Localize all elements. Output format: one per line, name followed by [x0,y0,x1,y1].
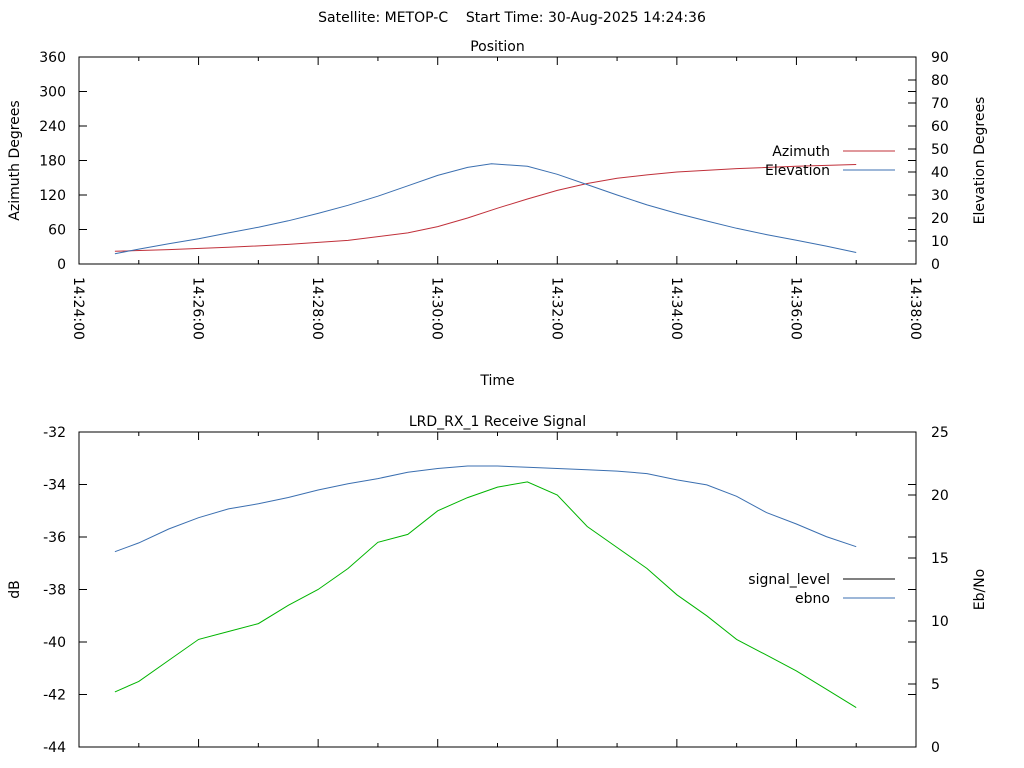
chart-title: Position [470,39,525,55]
y-tick-label: -36 [43,530,66,546]
x-tick-label: 14:36:00 [787,277,803,340]
legend-label: signal_level [748,572,830,588]
y2-tick-label: 20 [931,211,949,227]
y-tick-label: 60 [48,223,66,239]
x-tick-label: 14:32:00 [548,277,564,340]
y2-tick-label: 40 [931,165,949,181]
y2-tick-label: 30 [931,188,949,204]
y2-tick-label: 5 [931,677,940,693]
series-line-azimuth [114,164,857,252]
y-tick-label: 240 [39,119,66,135]
y2-tick-label: 80 [931,73,949,89]
plot-frame [78,56,917,265]
x-tick-label: 14:38:00 [907,277,923,340]
chart-2: LRD_RX_1 Receive Signal -44 -42 -40 -38 -36 -3… [7,414,988,756]
y-axis-label: dB [7,580,23,599]
y-tick-label: 180 [39,154,66,170]
y-axis-label: Azimuth Degrees [7,100,23,220]
figure-header: Satellite: METOP-C Start Time: 30-Aug-20… [318,10,706,26]
y-tick-label: -38 [43,583,66,599]
y2-tick-label: 10 [931,614,949,630]
x-tick-label: 14:30:00 [429,277,445,340]
y-tick-label: 360 [39,50,66,66]
y2-axis-label: Elevation Degrees [972,97,988,225]
chart-1: Position 0 60 120 180 240 300 360 0 10 20 30 40 50 60 7… [7,39,988,389]
y2-tick-label: 50 [931,142,949,158]
x-tick-label: 14:24:00 [70,277,86,340]
legend-label: Azimuth [772,144,830,160]
plot-frame [78,431,917,748]
y2-tick-label: 15 [931,551,949,567]
series-line-elevation [114,163,857,255]
y2-tick-label: 60 [931,119,949,135]
y2-tick-label: 0 [931,257,940,273]
y2-tick-label: 70 [931,96,949,112]
y-tick-label: -44 [43,740,66,756]
y2-axis-label: Eb/No [972,569,988,611]
y-tick-label: 120 [39,188,66,204]
x-axis-label: Time [479,373,514,389]
y-tick-label: -40 [43,635,66,651]
series-line-trace-2 [114,481,857,709]
y2-tick-label: 20 [931,488,949,504]
y-tick-label: -42 [43,688,66,704]
y-tick-label: 300 [39,85,66,101]
y2-tick-label: 90 [931,50,949,66]
legend-label: ebno [795,591,830,607]
legend-label: Elevation [765,163,830,179]
y2-tick-label: 10 [931,234,949,250]
x-tick-label: 14:26:00 [190,277,206,340]
series-line-ebno [114,465,857,553]
y-tick-label: -32 [43,425,66,441]
x-tick-label: 14:28:00 [309,277,325,340]
x-tick-label: 14:34:00 [668,277,684,340]
chart-title: LRD_RX_1 Receive Signal [409,414,586,430]
y-tick-label: 0 [57,257,66,273]
y2-tick-label: 25 [931,425,949,441]
y2-tick-label: 0 [931,740,940,756]
y-tick-label: -34 [43,478,66,494]
